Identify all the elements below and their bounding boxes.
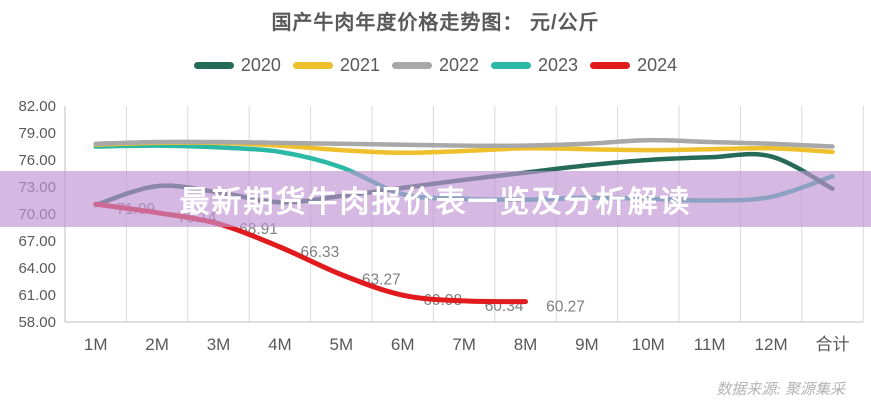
legend-swatch-icon	[292, 62, 333, 69]
x-axis-category-label: 7M	[452, 335, 476, 354]
x-axis-category-label: 9M	[575, 335, 599, 354]
x-axis-category-label: 8M	[514, 335, 538, 354]
legend-item-label: 2024	[637, 55, 678, 75]
y-axis-tick-label: 79.00	[18, 125, 56, 142]
legend-item-2023: 2023	[491, 55, 578, 76]
legend-swatch-icon	[590, 62, 631, 69]
x-axis-category-label: 3M	[207, 335, 231, 354]
legend-swatch-icon	[193, 62, 234, 69]
x-axis-category-label: 5M	[329, 335, 353, 354]
legend: 2020 2021 2022 2023 2024	[0, 55, 871, 76]
x-axis-category-label: 6M	[391, 335, 415, 354]
legend-swatch-icon	[391, 62, 432, 69]
x-axis-category-label: 12M	[755, 335, 788, 354]
legend-item-label: 2021	[339, 55, 380, 75]
legend-item-2024: 2024	[590, 55, 677, 76]
x-axis-category-label: 合计	[816, 335, 850, 354]
x-axis-category-label: 11M	[694, 335, 726, 354]
data-point-label: 60.27	[546, 299, 585, 316]
legend-item-label: 2022	[438, 55, 480, 75]
banner-title: 最新期货牛肉报价表一览及分析解读	[179, 186, 692, 219]
banner-overlay: 最新期货牛肉报价表一览及分析解读	[0, 171, 871, 227]
series-line-2022	[93, 137, 835, 149]
legend-swatch-icon	[491, 62, 532, 69]
y-axis-tick-label: 61.00	[18, 287, 56, 304]
x-axis-category-label: 1M	[84, 335, 108, 354]
data-source-note: 数据来源: 聚源集采	[716, 382, 845, 398]
legend-item-label: 2020	[240, 55, 281, 75]
data-point-label: 66.33	[301, 244, 340, 261]
y-axis-tick-label: 67.00	[18, 233, 56, 250]
y-axis-tick-label: 64.00	[18, 260, 56, 277]
y-axis-tick-label: 76.00	[18, 152, 56, 169]
page-title: 国产牛肉年度价格走势图： 元/公斤	[271, 12, 600, 34]
legend-item-2022: 2022	[391, 55, 480, 76]
y-axis-tick-label: 82.00	[18, 98, 56, 115]
y-axis-tick-label: 58.00	[18, 314, 56, 331]
x-axis-category-label: 2M	[145, 335, 169, 354]
x-axis-category-label: 4M	[268, 335, 292, 354]
legend-item-label: 2023	[538, 55, 579, 75]
legend-item-2021: 2021	[292, 55, 380, 76]
legend-item-2020: 2020	[193, 55, 281, 76]
x-axis-category-label: 10M	[632, 335, 665, 354]
